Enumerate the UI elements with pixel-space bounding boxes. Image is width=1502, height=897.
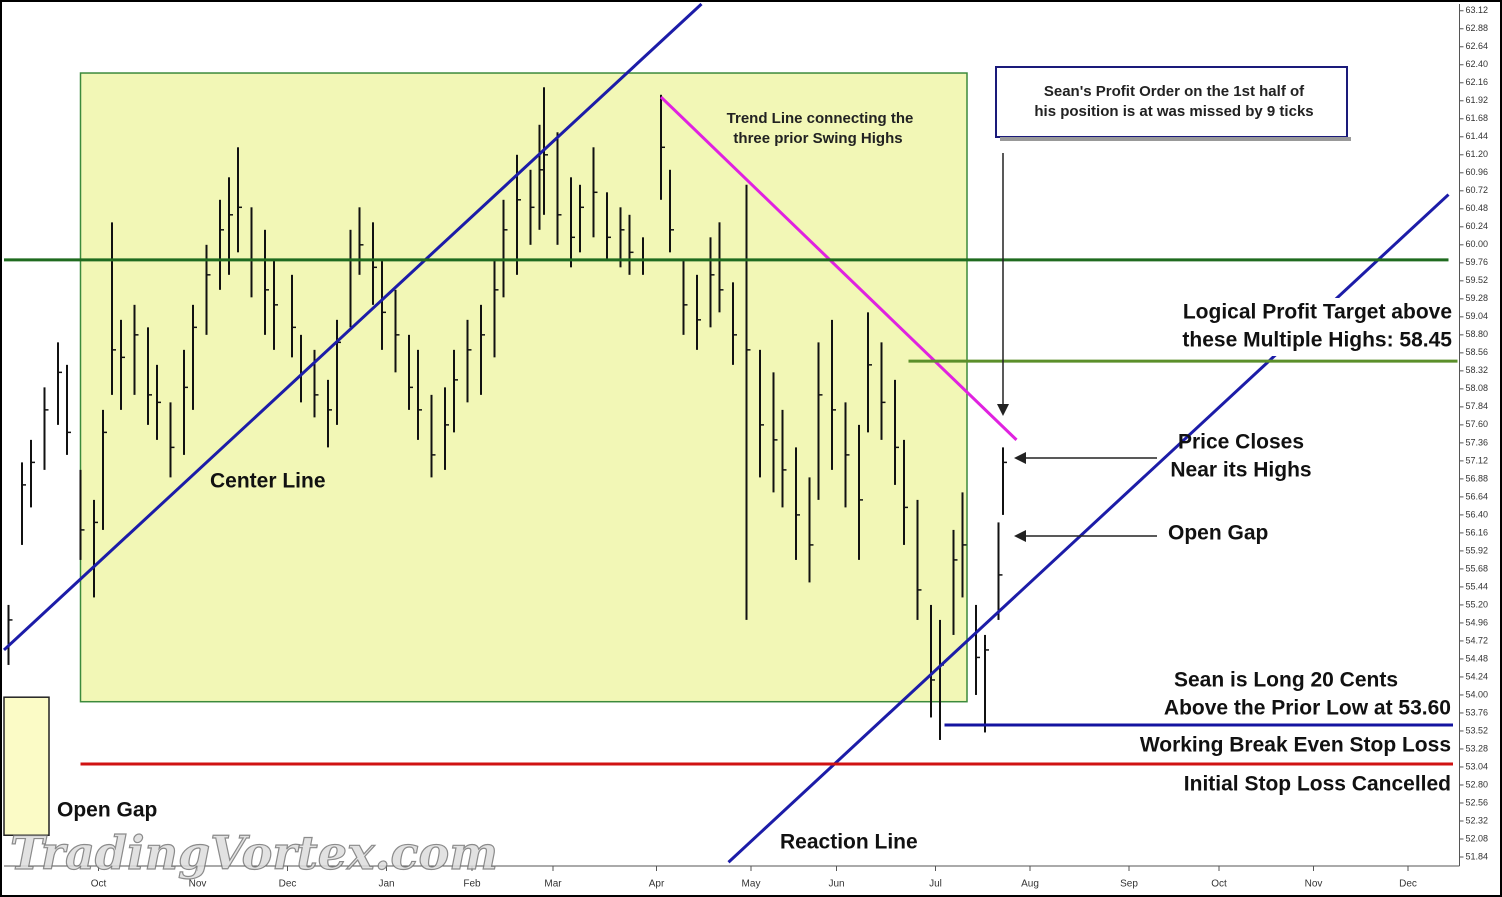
x-tick-label: Aug xyxy=(1021,879,1039,890)
y-tick-label: 54.24 xyxy=(1466,671,1489,681)
y-tick-label: 63.12 xyxy=(1466,5,1489,15)
annotation: Price Closes xyxy=(1178,431,1304,454)
annotation: Above the Prior Low at 53.60 xyxy=(1164,697,1451,720)
trend-line xyxy=(2,2,703,652)
y-tick-label: 55.20 xyxy=(1466,599,1489,609)
x-tick-label: May xyxy=(742,879,761,890)
y-tick-label: 60.72 xyxy=(1466,185,1489,195)
watermark: TradingVortex.com xyxy=(10,826,498,880)
y-tick-label: 54.48 xyxy=(1466,653,1489,663)
y-tick-label: 53.28 xyxy=(1466,743,1489,753)
x-tick-label: Oct xyxy=(91,879,107,890)
y-tick-label: 58.32 xyxy=(1466,365,1489,375)
x-tick-label: Jun xyxy=(828,879,844,890)
arrow-head xyxy=(1014,530,1026,542)
y-tick-label: 54.00 xyxy=(1466,689,1489,699)
y-tick-label: 56.40 xyxy=(1466,509,1489,519)
y-tick-label: 60.00 xyxy=(1466,239,1489,249)
y-tick-label: 56.88 xyxy=(1466,473,1489,483)
y-tick-label: 61.44 xyxy=(1466,131,1489,141)
annotation: Center Line xyxy=(210,470,326,493)
annotation: Open Gap xyxy=(1168,522,1268,545)
y-tick-label: 58.08 xyxy=(1466,383,1489,393)
y-tick-label: 56.16 xyxy=(1466,527,1489,537)
y-tick-label: 62.16 xyxy=(1466,77,1489,87)
y-tick-label: 62.64 xyxy=(1466,41,1489,51)
label-bg xyxy=(1135,298,1455,356)
y-tick-label: 52.80 xyxy=(1466,779,1489,789)
y-tick-label: 52.56 xyxy=(1466,797,1489,807)
trend-line xyxy=(659,95,1018,441)
y-tick-label: 53.52 xyxy=(1466,725,1489,735)
annotation: Open Gap xyxy=(57,799,157,822)
y-tick-label: 61.92 xyxy=(1466,95,1489,105)
y-tick-label: 55.68 xyxy=(1466,563,1489,573)
annotation: Logical Profit Target above xyxy=(1183,301,1452,324)
note-shadow xyxy=(1000,137,1351,141)
y-tick-label: 54.96 xyxy=(1466,617,1489,627)
y-tick-label: 57.84 xyxy=(1466,401,1489,411)
y-tick-label: 57.12 xyxy=(1466,455,1489,465)
x-tick-label: Dec xyxy=(1399,879,1417,890)
x-tick-label: Nov xyxy=(189,879,207,890)
y-tick-label: 62.40 xyxy=(1466,59,1489,69)
y-tick-label: 62.88 xyxy=(1466,23,1489,33)
trend-lines xyxy=(2,2,1458,864)
y-tick-label: 59.04 xyxy=(1466,311,1489,321)
x-tick-label: Sep xyxy=(1120,879,1138,890)
axes: 63.12 62.88 62.64 62.40 62.16 61.92 61.68 61.44… xyxy=(4,4,1488,890)
y-tick-label: 60.48 xyxy=(1466,203,1489,213)
x-tick-label: Feb xyxy=(463,879,481,890)
y-tick-label: 57.60 xyxy=(1466,419,1489,429)
annotation: Near its Highs xyxy=(1170,459,1311,482)
annotation: three prior Swing Highs xyxy=(733,130,902,147)
x-tick-label: Apr xyxy=(649,879,665,890)
y-tick-label: 54.72 xyxy=(1466,635,1489,645)
y-tick-label: 52.08 xyxy=(1466,833,1489,843)
x-tick-label: Mar xyxy=(544,879,562,890)
y-tick-label: 58.56 xyxy=(1466,347,1489,357)
y-tick-label: 53.76 xyxy=(1466,707,1489,717)
zone xyxy=(3,696,50,836)
y-tick-label: 57.36 xyxy=(1466,437,1489,447)
arrow-head xyxy=(997,404,1009,416)
y-tick-label: 61.68 xyxy=(1466,113,1489,123)
annotation: his position is at was missed by 9 ticks xyxy=(1034,103,1313,120)
y-tick-label: 53.04 xyxy=(1466,761,1489,771)
y-tick-label: 59.52 xyxy=(1466,275,1489,285)
y-tick-label: 55.44 xyxy=(1466,581,1489,591)
y-tick-label: 51.84 xyxy=(1466,851,1489,861)
x-tick-label: Jul xyxy=(929,879,942,890)
label-bg xyxy=(1115,666,1455,720)
y-tick-label: 55.92 xyxy=(1466,545,1489,555)
arrow-head xyxy=(1014,452,1026,464)
y-tick-label: 60.24 xyxy=(1466,221,1489,231)
annotation: Working Break Even Stop Loss xyxy=(1140,734,1451,757)
annotation: Sean is Long 20 Cents xyxy=(1174,669,1398,692)
y-tick-label: 59.28 xyxy=(1466,293,1489,303)
y-tick-label: 61.20 xyxy=(1466,149,1489,159)
x-tick-label: Oct xyxy=(1211,879,1227,890)
annotation: these Multiple Highs: 58.45 xyxy=(1182,329,1452,352)
note-box xyxy=(995,66,1348,138)
annotation: Initial Stop Loss Cancelled xyxy=(1184,773,1451,796)
y-tick-label: 59.76 xyxy=(1466,257,1489,267)
annotation: Trend Line connecting the xyxy=(727,110,914,127)
y-tick-label: 56.64 xyxy=(1466,491,1489,501)
x-tick-label: Dec xyxy=(279,879,297,890)
y-tick-label: 60.96 xyxy=(1466,167,1489,177)
annotation: Reaction Line xyxy=(780,831,918,854)
x-tick-label: Jan xyxy=(378,879,394,890)
y-tick-label: 58.80 xyxy=(1466,329,1489,339)
annotation: Sean's Profit Order on the 1st half of xyxy=(1044,83,1305,100)
annotations: Trend Line connecting the three prior Sw… xyxy=(9,66,1455,881)
y-tick-label: 52.32 xyxy=(1466,815,1489,825)
x-tick-label: Nov xyxy=(1305,879,1323,890)
